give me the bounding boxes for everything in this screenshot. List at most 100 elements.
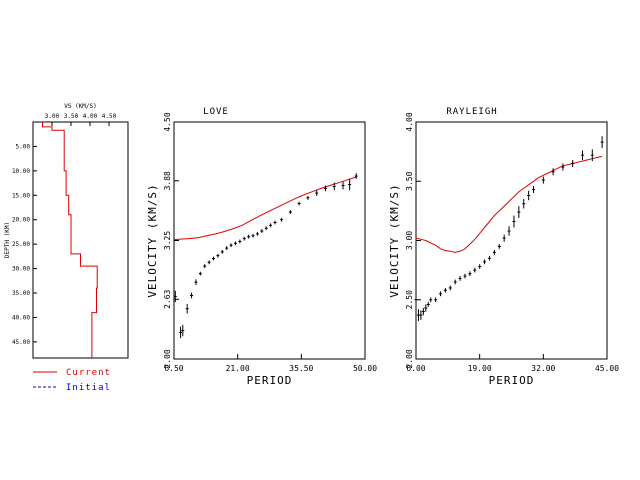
love-observed-point [216,253,220,258]
rayleigh-observed-point [434,297,438,303]
love-x-axis-label: PERIOD [247,374,293,387]
model-y-tick-label: 15.00 [12,192,30,199]
rayleigh-observed-point [517,206,521,218]
model-y-axis-label: DEPTH (KM) [4,222,11,258]
love-x-tick-label: 6.50 [164,364,183,373]
love-observed-point [315,190,319,196]
model-y-tick-label: 25.00 [12,241,30,248]
love-observed-point [323,185,327,192]
love-observed-point [251,233,255,238]
rayleigh-observed-point [497,244,501,249]
rayleigh-observed-point [492,249,496,255]
rayleigh-observed-point [414,293,418,306]
rayleigh-observed-point [522,199,526,209]
rayleigh-x-tick-label: 6.00 [406,364,425,373]
rayleigh-observed-point [468,271,472,277]
rayleigh-x-axis-label: PERIOD [489,374,535,387]
love-observed-point [242,236,246,241]
model-plot-frame [32,121,129,359]
love-observed-point [194,279,198,286]
love-observed-point [225,246,229,250]
rayleigh-observed-point [421,308,425,316]
love-current-line [173,176,357,241]
love-observed-point [179,326,183,339]
rayleigh-panel-title: RAYLEIGH [446,107,497,117]
model-x-tick-label: 4.00 [83,113,98,120]
rayleigh-observed-point [429,297,433,303]
rayleigh-observed-point [448,285,452,291]
rayleigh-observed-point [600,136,604,149]
rayleigh-ticks: 6.00 19.00 32.00 45.00 2.00 2.50 3.00 3.50 4.00 [405,112,619,373]
model-x-tick-label: 4.50 [102,113,117,120]
rayleigh-observed-point [551,168,555,176]
love-y-tick-label: 3.25 [163,231,172,250]
rayleigh-panel: RAYLEIGH PERIOD VELOCITY (KM/S) 6.00 19.0… [388,107,619,387]
rayleigh-y-tick-label: 4.00 [405,112,414,131]
rayleigh-y-tick-label: 3.00 [405,231,414,250]
love-observed-point [203,264,207,268]
love-y-tick-label: 2.63 [163,289,172,308]
love-y-tick-label: 2.00 [163,349,172,368]
rayleigh-observed-point [473,267,477,273]
love-observed-point [260,229,264,233]
love-observed-point [288,210,292,214]
rayleigh-observed-point [527,190,531,201]
love-observed-point [273,220,277,225]
love-observed-point [255,231,259,236]
love-observed-points [173,173,358,339]
rayleigh-x-tick-label: 32.00 [531,364,555,373]
rayleigh-y-tick-label: 3.50 [405,171,414,190]
rayleigh-observed-point [438,291,442,297]
love-observed-point [238,239,242,244]
love-observed-point [297,201,301,206]
rayleigh-observed-point [424,304,428,312]
rayleigh-observed-point [571,159,575,168]
love-observed-point [341,181,345,190]
love-panel-title: LOVE [203,107,229,117]
love-observed-point [332,182,336,191]
love-observed-point [212,256,216,261]
rayleigh-observed-point [512,215,516,228]
love-x-tick-label: 35.50 [289,364,313,373]
model-panel: VS (KM/S) DEPTH (KM) 3.00 3.50 4.00 4.50 5.0… [4,103,129,359]
love-observed-point [247,234,251,239]
rayleigh-observed-point [561,163,565,171]
love-observed-point [181,324,185,337]
model-y-tick-label: 5.00 [16,143,31,150]
rayleigh-plot-frame [415,121,608,360]
rayleigh-observed-point [590,149,594,162]
love-panel: LOVE PERIOD VELOCITY (KM/S) 6.50 21.00 35.… [146,107,377,387]
model-x-axis-label: VS (KM/S) [64,103,97,110]
love-observed-point [269,223,273,228]
love-y-tick-label: 4.50 [163,112,172,131]
rayleigh-observed-point [478,264,482,269]
rayleigh-observed-point [483,259,487,265]
love-plot-frame [173,121,366,360]
model-ticks: 3.00 3.50 4.00 4.50 5.00 10.00 15.00 20.00 25.00… [12,113,117,346]
model-x-tick-label: 3.50 [64,113,79,120]
model-y-tick-label: 35.00 [12,290,30,297]
love-observed-point [190,292,194,299]
love-observed-point [207,260,211,265]
rayleigh-x-tick-label: 19.00 [468,364,492,373]
love-observed-point [229,243,233,248]
model-y-tick-label: 30.00 [12,266,30,273]
love-observed-point [173,290,177,303]
love-ticks: 6.50 21.00 35.50 50.00 2.00 2.63 3.25 3.88 4.50 [163,112,377,373]
love-observed-point [185,304,189,314]
rayleigh-observed-point [453,279,457,285]
rayleigh-observed-point [507,226,511,236]
rayleigh-observed-point [419,310,423,320]
rayleigh-observed-point [532,185,536,194]
model-current-line [42,122,98,358]
love-x-tick-label: 21.00 [226,364,250,373]
love-x-tick-label: 50.00 [353,364,377,373]
legend-current-label: Current [66,368,111,378]
legend: Current Initial [33,368,111,393]
rayleigh-y-tick-label: 2.50 [405,290,414,309]
legend-initial-label: Initial [66,383,111,393]
model-y-tick-label: 40.00 [12,314,30,321]
rayleigh-y-tick-label: 2.00 [405,349,414,368]
rayleigh-observed-point [581,150,585,160]
